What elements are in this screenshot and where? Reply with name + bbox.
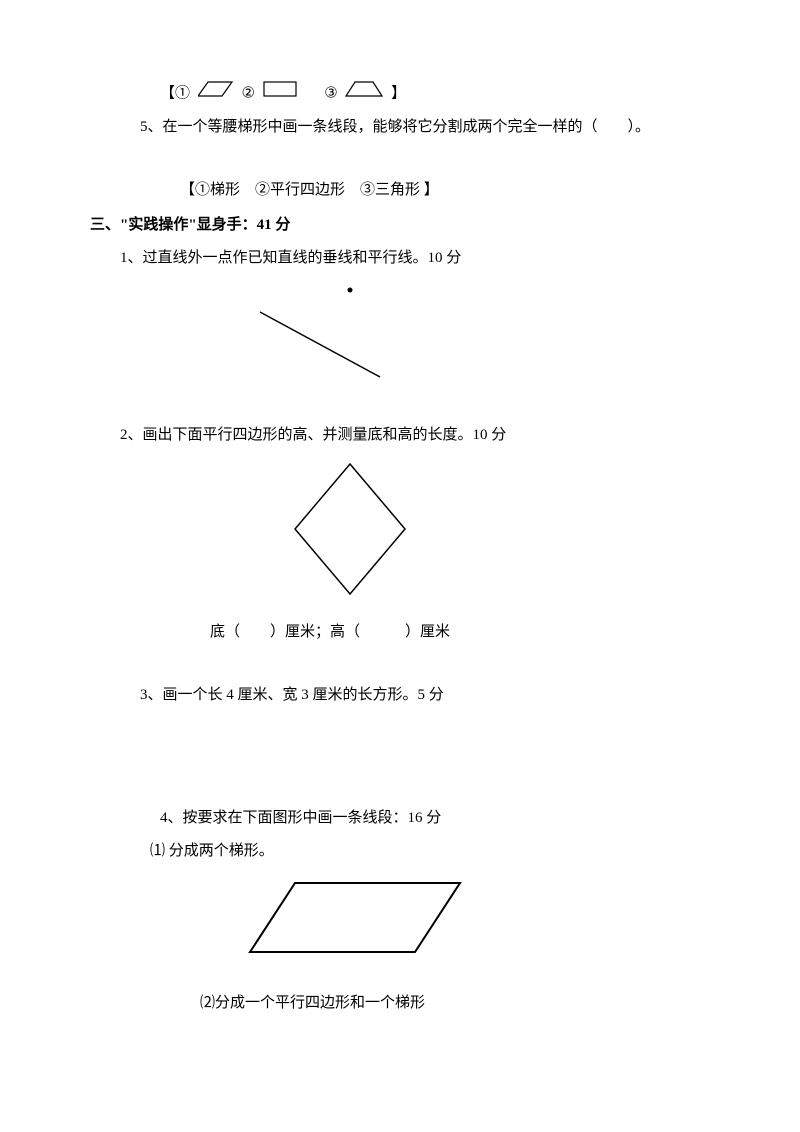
question-5: 5、在一个等腰梯形中画一条线段，能够将它分割成两个完全一样的（ ）。 (90, 114, 710, 141)
q5-text: 5、在一个等腰梯形中画一条线段，能够将它分割成两个完全一样的（ ）。 (140, 119, 650, 135)
question-5-options: 【①梯形 ②平行四边形 ③三角形 】 (90, 177, 710, 204)
p3-4-sub2-text: ⑵分成一个平行四边形和一个梯形 (200, 995, 425, 1011)
parallelogram-large-figure (240, 875, 710, 970)
p3-4-sub1-text: ⑴ 分成两个梯形。 (150, 843, 274, 859)
p3-2-answer-line: 底（ ）厘米；高（ ）厘米 (90, 619, 710, 646)
num-2: ② (242, 85, 255, 101)
rhombus-figure (290, 459, 710, 609)
parallelogram-icon (198, 80, 234, 108)
p3-1-text: 1、过直线外一点作已知直线的垂线和平行线。10 分 (120, 250, 461, 266)
section-3-header: 三、"实践操作"显身手：41 分 (90, 212, 710, 239)
p3-2-answer: 底（ ）厘米；高（ ）厘米 (210, 624, 450, 640)
rectangle-icon (263, 80, 297, 108)
problem-3-2: 2、画出下面平行四边形的高、并测量底和高的长度。10 分 (90, 422, 710, 449)
p3-3-text: 3、画一个长 4 厘米、宽 3 厘米的长方形。5 分 (140, 687, 444, 703)
problem-3-3: 3、画一个长 4 厘米、宽 3 厘米的长方形。5 分 (90, 682, 710, 709)
problem-3-1: 1、过直线外一点作已知直线的垂线和平行线。10 分 (90, 245, 710, 272)
problem-3-4-sub1: ⑴ 分成两个梯形。 (90, 838, 710, 865)
trapezoid-icon (345, 80, 383, 108)
shape-options-line: 【① ② ③ 】 (90, 80, 710, 108)
p3-4-text: 4、按要求在下面图形中画一条线段：16 分 (160, 810, 441, 826)
problem-3-4: 4、按要求在下面图形中画一条线段：16 分 (90, 805, 710, 832)
p3-2-text: 2、画出下面平行四边形的高、并测量底和高的长度。10 分 (120, 427, 506, 443)
q5-options-text: 【①梯形 ②平行四边形 ③三角形 】 (180, 182, 439, 198)
bracket-open: 【① (160, 85, 190, 101)
section-3-title: 三、"实践操作"显身手：41 分 (90, 217, 290, 233)
problem-3-4-sub2: ⑵分成一个平行四边形和一个梯形 (90, 990, 710, 1017)
line-dot-figure (230, 282, 710, 402)
num-3: ③ (324, 85, 337, 101)
bracket-close: 】 (391, 85, 406, 101)
